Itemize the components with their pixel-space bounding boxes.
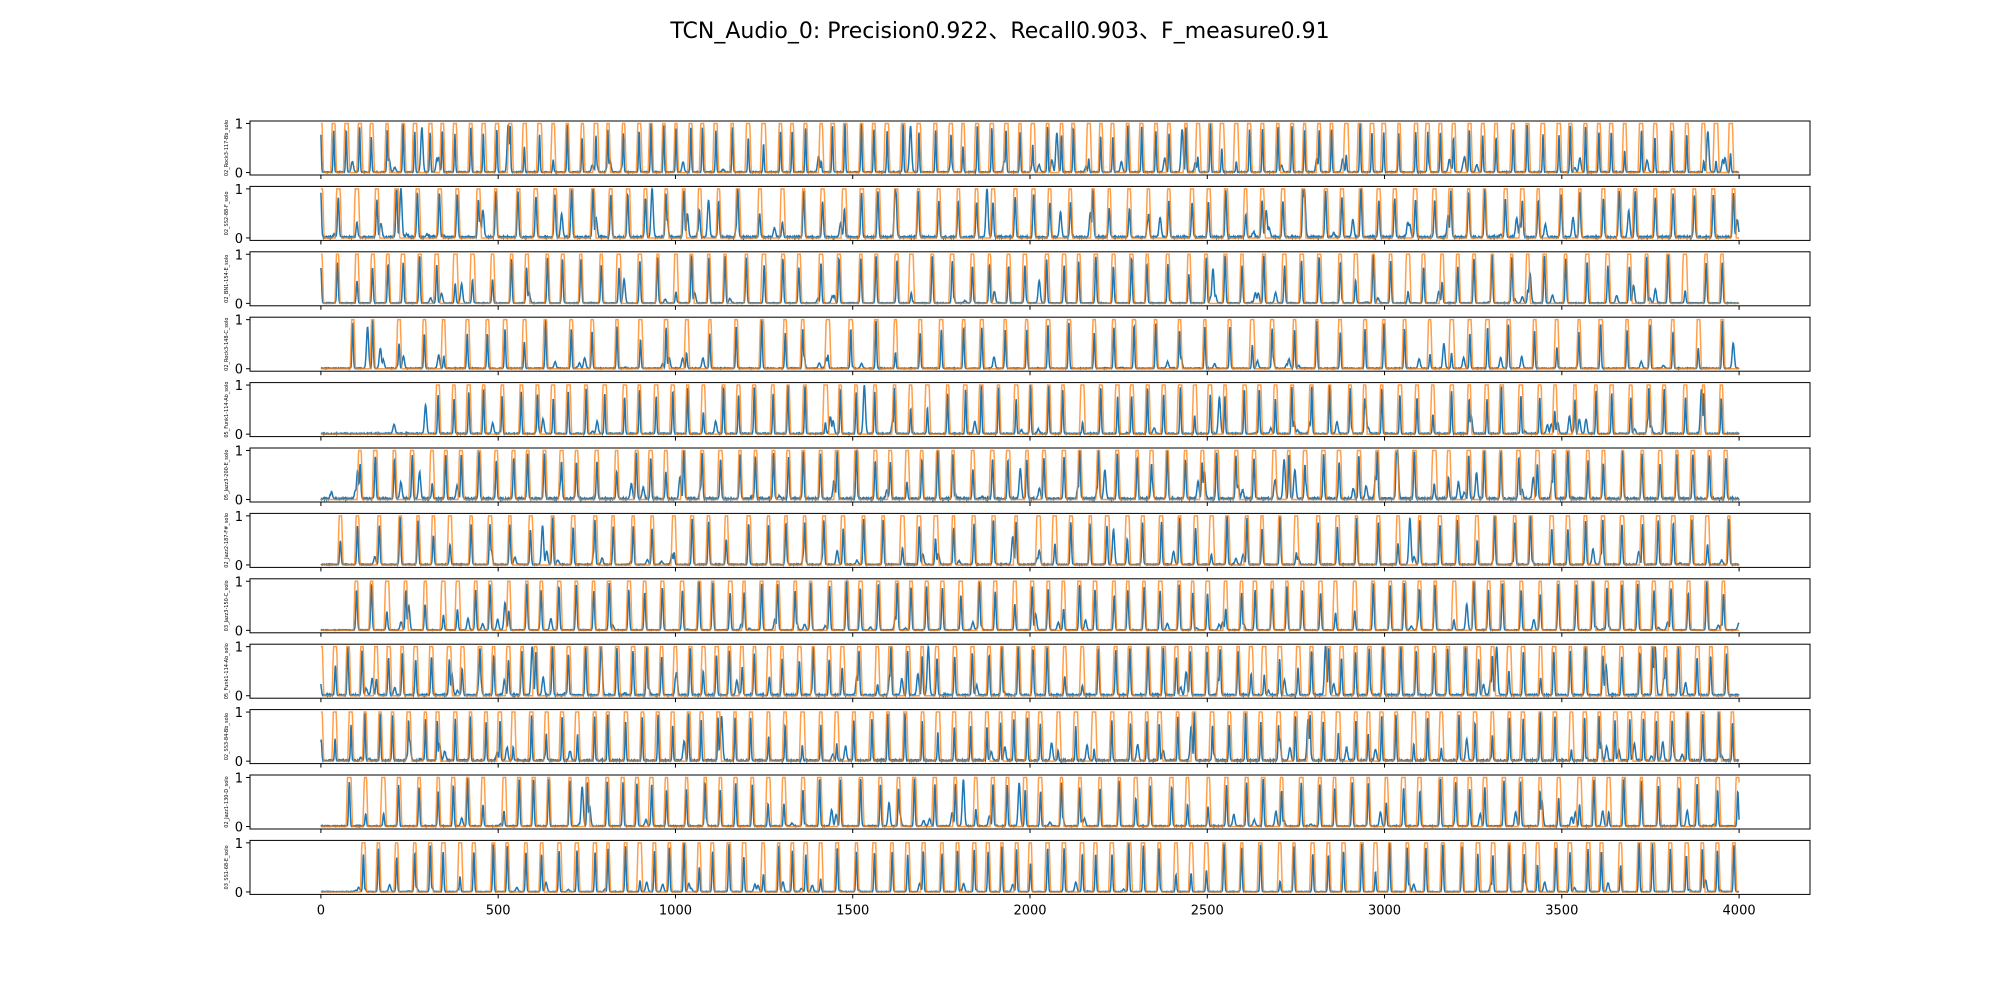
x-tick-label: 3500	[1545, 903, 1578, 918]
x-axis: 0 500 1000 1500 2000 2500 3000 3500 4000	[317, 903, 1756, 918]
y-axis-label: 02_Jazz2-187-F#_solo	[224, 513, 230, 568]
y-tick-label: 1	[235, 248, 243, 263]
target-line	[320, 776, 1740, 828]
y-tick-label: 0	[235, 167, 243, 182]
y-axis-label: 02_Jazz1-130-D_solo	[224, 776, 230, 827]
y-axis-label: 02_SS2-88-F_solo	[224, 191, 230, 235]
subplot-panel: 03_Jazz3-150-C_solo 0 1	[224, 575, 1811, 639]
subplot-panel: 05_Funk1-114-Ab_solo 0 1	[224, 641, 1811, 705]
y-tick-label: 0	[235, 363, 243, 378]
target-line	[320, 580, 1740, 632]
subplot-panel: 05_Funk1-114-Ab_solo 0 1	[224, 379, 1811, 443]
plot-frame	[249, 643, 1811, 699]
y-tick-label: 1	[235, 641, 243, 656]
prediction-line	[320, 578, 1740, 633]
y-tick-label: 1	[235, 706, 243, 721]
target-line	[320, 515, 1740, 566]
plot-frame	[249, 774, 1811, 830]
y-tick-label: 0	[235, 559, 243, 574]
y-tick-label: 1	[235, 771, 243, 786]
target-line	[320, 122, 1740, 174]
y-tick-label: 0	[235, 821, 243, 836]
y-tick-label: 1	[235, 575, 243, 590]
x-tick-label: 2500	[1191, 903, 1224, 918]
subplot-panel: 02_BN1-154-E_solo 0 1	[224, 248, 1811, 312]
subplot-stack: 02_Rock3-117-Bb_solo 0102_SS2-88-F_solo01…	[224, 117, 1811, 901]
target-line	[320, 253, 1740, 305]
plot-frame	[249, 709, 1811, 765]
prediction-line	[320, 319, 1740, 371]
plot-frame	[249, 382, 1811, 438]
subplot-panel: 05_Jazz3-200-E_solo 0 1	[224, 444, 1811, 509]
target-line	[320, 384, 1740, 435]
y-tick-label: 0	[235, 624, 243, 639]
target-line	[320, 188, 1740, 239]
subplot-panel: 03_SS1-68-E_solo 0 1	[224, 837, 1811, 901]
x-tick-label: 0	[317, 903, 325, 918]
target-line	[320, 842, 1740, 893]
target-line	[320, 449, 1740, 501]
plot-frame	[249, 512, 1811, 568]
y-tick-label: 0	[235, 755, 243, 770]
y-tick-label: 0	[235, 690, 243, 705]
subplot-panel: 02_Rock3-117-Bb_solo 0 1	[224, 117, 1811, 182]
prediction-line	[320, 777, 1740, 829]
y-tick-label: 1	[235, 314, 243, 329]
y-axis-label: 02_SS3-84-Bb_solo	[224, 713, 230, 760]
y-axis-label: 02_Rock3-117-Bb_solo	[224, 120, 230, 176]
plot-frame	[249, 120, 1811, 176]
x-tick-label: 2000	[1013, 903, 1046, 918]
target-line	[320, 711, 1740, 762]
y-tick-label: 1	[235, 379, 243, 394]
y-tick-label: 1	[235, 183, 243, 198]
plot-frame	[249, 316, 1811, 372]
y-axis-label: 05_Funk1-114-Ab_solo	[224, 643, 230, 699]
y-tick-label: 0	[235, 297, 243, 312]
y-axis-label: 05_Jazz3-200-E_solo	[224, 450, 230, 501]
y-tick-label: 0	[235, 232, 243, 247]
plot-frame	[249, 839, 1811, 895]
x-tick-label: 4000	[1723, 903, 1756, 918]
subplot-panel: 02_Jazz1-130-D_solo 0 1	[224, 771, 1811, 836]
y-tick-label: 0	[235, 494, 243, 509]
y-tick-label: 1	[235, 444, 243, 459]
subplot-panel: 02_Rock3-148-C_solo 0 1	[224, 314, 1811, 378]
y-tick-label: 0	[235, 886, 243, 901]
y-tick-label: 1	[235, 117, 243, 132]
plot-frame	[249, 251, 1811, 307]
y-axis-label: 03_SS1-68-E_solo	[224, 845, 230, 889]
x-tick-label: 500	[486, 903, 511, 918]
subplot-panel: 02_Jazz2-187-F#_solo 0 1	[224, 510, 1811, 574]
plot-frame	[249, 447, 1811, 503]
subplot-panel: 02_SS3-84-Bb_solo 0 1	[224, 706, 1811, 770]
target-line	[320, 645, 1740, 697]
plot-frame	[249, 185, 1811, 241]
y-axis-label: 05_Funk1-114-Ab_solo	[224, 382, 230, 438]
y-tick-label: 0	[235, 428, 243, 443]
y-axis-label: 02_Rock3-148-C_solo	[224, 318, 230, 371]
y-axis-label: 03_Jazz3-150-C_solo	[224, 580, 230, 631]
plot-frame	[249, 578, 1811, 634]
target-line	[320, 318, 1740, 370]
x-tick-label: 1500	[836, 903, 869, 918]
x-tick-label: 1000	[659, 903, 692, 918]
subplot-panel: 02_SS2-88-F_solo 0 1	[224, 183, 1811, 247]
chart-title: TCN_Audio_0: Precision0.922、Recall0.903、…	[669, 19, 1329, 44]
x-tick-label: 3000	[1368, 903, 1401, 918]
y-tick-label: 1	[235, 837, 243, 852]
y-tick-label: 1	[235, 510, 243, 525]
y-axis-label: 02_BN1-154-E_solo	[224, 255, 230, 303]
